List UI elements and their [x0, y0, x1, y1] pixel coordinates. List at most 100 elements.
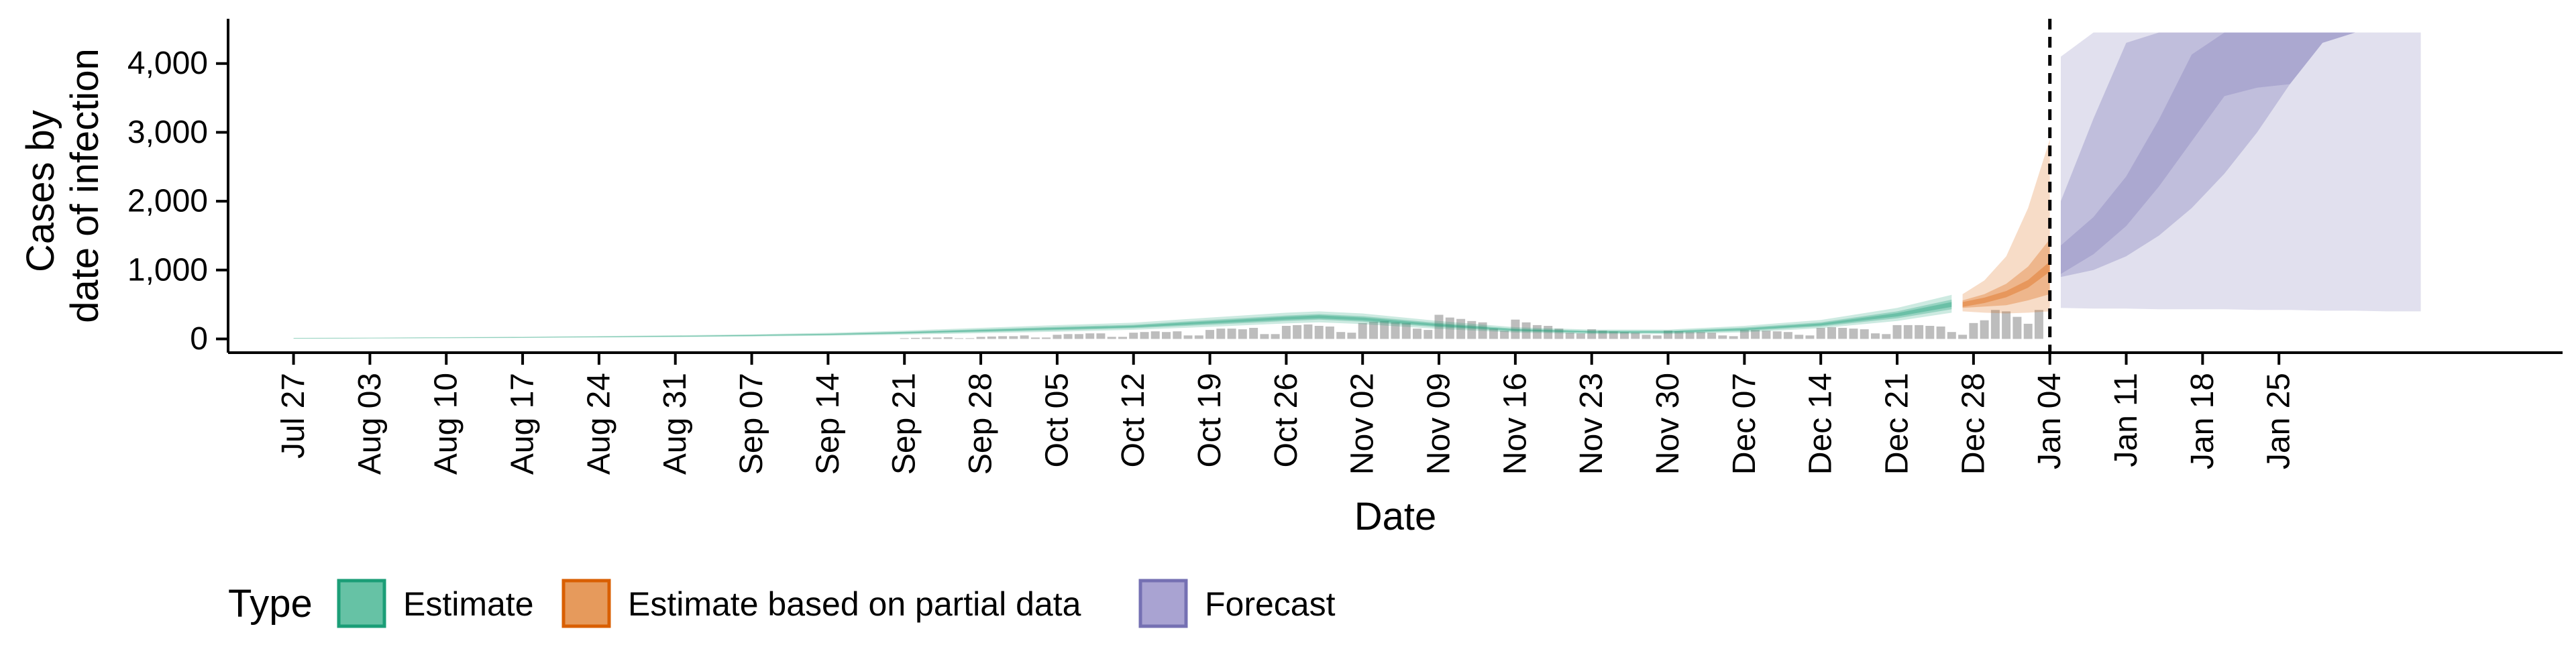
observed-case-bar — [1707, 333, 1717, 339]
observed-case-bar — [987, 336, 996, 339]
observed-case-bar — [943, 337, 953, 339]
observed-case-bar — [1118, 337, 1127, 339]
observed-case-bar — [1511, 319, 1520, 339]
x-tick-label: Dec 28 — [1955, 373, 1991, 475]
observed-case-bar — [1183, 335, 1193, 339]
series-1 — [1962, 139, 2050, 314]
x-axis-ticks: Jul 27 Aug 03 Aug 10 Aug 17 Aug 24 Aug 31 Sep … — [276, 353, 2297, 475]
x-tick-label: Nov 02 — [1345, 373, 1381, 475]
observed-case-bar — [1489, 329, 1498, 339]
observed-case-bar — [1456, 318, 1466, 339]
x-tick-label: Jan 04 — [2032, 373, 2068, 469]
observed-case-bar — [1576, 333, 1585, 339]
x-tick-label: Oct 19 — [1192, 373, 1228, 467]
observed-case-bar — [1293, 325, 1302, 339]
observed-case-bar — [1915, 325, 1924, 339]
observed-case-bar — [1260, 334, 1269, 339]
observed-case-bar — [998, 336, 1008, 339]
x-tick-label: Nov 23 — [1574, 373, 1609, 475]
observed-case-bar — [1544, 326, 1553, 339]
observed-case-bar — [976, 337, 985, 339]
observed-case-bar — [1892, 325, 1902, 339]
observed-case-bar — [1467, 320, 1477, 339]
observed-cases-bars — [900, 310, 2043, 339]
x-tick-label: Aug 17 — [505, 373, 541, 475]
y-tick-label: 3,000 — [127, 115, 208, 150]
observed-case-bar — [1609, 331, 1618, 339]
observed-case-bar — [1085, 333, 1095, 339]
observed-case-bar — [911, 337, 920, 339]
observed-case-bar — [1849, 329, 1858, 339]
observed-case-bar — [955, 338, 963, 339]
x-tick-label: Jan 11 — [2108, 373, 2144, 467]
legend: Type Estimate Estimate based on partial d… — [228, 579, 1336, 628]
x-tick-label: Aug 31 — [657, 373, 693, 475]
legend-key — [561, 579, 611, 628]
observed-case-bar — [1150, 331, 1160, 339]
observed-case-bar — [922, 337, 931, 339]
observed-case-bar — [1227, 329, 1236, 339]
observed-case-bar — [1063, 334, 1073, 339]
series-band-50 — [2061, 32, 2421, 278]
observed-case-bar — [1805, 335, 1815, 339]
observed-case-bar — [2023, 323, 2033, 339]
observed-case-bar — [1554, 329, 1564, 339]
observed-case-bar — [1587, 329, 1597, 339]
observed-case-bar — [1020, 335, 1029, 339]
observed-case-bar — [1347, 333, 1356, 339]
observed-case-bar — [1249, 328, 1258, 339]
x-tick-label: Dec 14 — [1803, 373, 1839, 475]
observed-case-bar — [1369, 321, 1378, 339]
x-tick-label: Aug 10 — [429, 373, 464, 475]
observed-case-bar — [1053, 335, 1062, 339]
observed-case-bar — [1478, 322, 1487, 339]
y-axis-title-line-1: Cases by — [19, 110, 62, 272]
x-tick-label: Dec 07 — [1727, 373, 1762, 475]
y-axis-title-line-2: date of infection — [63, 48, 107, 323]
observed-case-bar — [1794, 335, 1804, 339]
legend-items: Estimate Estimate based on partial data Fo… — [337, 579, 1336, 628]
x-tick-label: Oct 12 — [1116, 373, 1151, 467]
observed-case-bar — [1434, 314, 1444, 339]
x-tick-label: Sep 28 — [963, 373, 999, 475]
observed-case-bar — [1096, 333, 1106, 339]
x-tick-label: Nov 09 — [1421, 373, 1457, 475]
observed-case-bar — [1718, 335, 1727, 339]
series-band-20 — [1962, 261, 2050, 307]
observed-case-bar — [1205, 330, 1214, 339]
observed-case-bar — [1664, 331, 1672, 339]
legend-label: Forecast — [1205, 585, 1336, 623]
x-tick-label: Jan 18 — [2185, 373, 2220, 469]
x-axis-title: Date — [1354, 495, 1437, 538]
observed-case-bar — [1401, 322, 1411, 339]
y-tick-label: 4,000 — [127, 46, 208, 81]
observed-case-bar — [1194, 335, 1203, 339]
observed-case-bar — [1238, 329, 1247, 339]
observed-case-bar — [1838, 328, 1847, 339]
observed-case-bar — [1391, 322, 1400, 339]
y-tick-label: 1,000 — [127, 252, 208, 288]
observed-case-bar — [1751, 330, 1760, 339]
observed-case-bar — [1009, 336, 1018, 339]
observed-case-bar — [965, 338, 975, 339]
observed-case-bar — [1380, 320, 1389, 339]
x-tick-label: Dec 21 — [1880, 373, 1915, 475]
observed-case-bar — [1903, 325, 1913, 339]
y-axis-ticks: 0 1,000 2,000 3,000 4,000 — [127, 46, 228, 357]
x-tick-label: Oct 26 — [1269, 373, 1304, 467]
observed-case-bar — [1532, 325, 1542, 339]
observed-case-bar — [1947, 332, 1956, 339]
observed-case-bar — [1314, 326, 1324, 339]
x-tick-label: Aug 03 — [352, 373, 388, 475]
observed-case-bar — [1772, 331, 1782, 339]
observed-case-bar — [1860, 329, 1869, 339]
observed-case-bar — [1521, 322, 1531, 339]
observed-case-bar — [1685, 332, 1695, 339]
x-tick-label: Jan 25 — [2261, 373, 2297, 469]
observed-case-bar — [1871, 333, 1880, 339]
observed-case-bar — [1739, 330, 1749, 339]
observed-case-bar — [1216, 329, 1226, 339]
observed-case-bar — [1598, 331, 1607, 339]
estimate-bands — [293, 32, 2421, 339]
